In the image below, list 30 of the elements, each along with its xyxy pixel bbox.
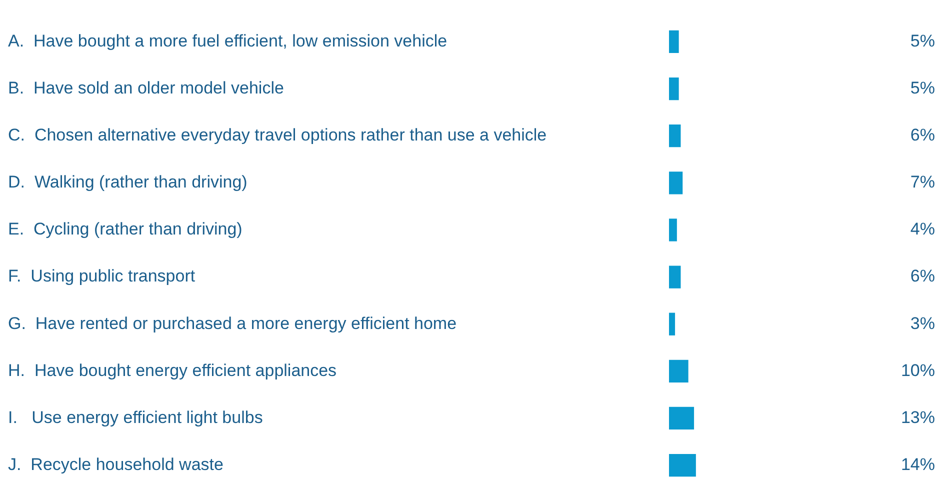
data-label: 14%	[900, 454, 935, 474]
data-label: 10%	[900, 360, 935, 380]
y-tick-label: B. Have sold an older model vehicle	[8, 78, 284, 98]
bar	[669, 360, 688, 382]
data-label: 6%	[910, 126, 935, 145]
data-label: 13%	[900, 408, 935, 427]
y-tick-label: I. Use energy efficient light bulbs	[8, 408, 263, 427]
y-tick-label: D. Walking (rather than driving)	[8, 172, 248, 192]
data-label: 6%	[910, 266, 935, 286]
bar	[669, 77, 679, 100]
y-tick-label: H. Have bought energy efficient appliances	[8, 360, 337, 380]
data-label: 7%	[910, 172, 935, 192]
bar	[669, 406, 694, 430]
data-label: 5%	[910, 31, 935, 50]
y-tick-label: G. Have rented or purchased a more energy efficient home	[8, 314, 457, 333]
data-label: 4%	[910, 220, 935, 239]
y-tick-label: E. Cycling (rather than driving)	[8, 220, 242, 239]
bar	[669, 312, 676, 336]
bar	[669, 172, 683, 194]
bar	[669, 124, 681, 148]
bar	[669, 266, 681, 288]
y-tick-label: C. Chosen alternative everyday travel options rather than use a vehicle	[8, 126, 547, 145]
data-label: 3%	[910, 314, 935, 333]
y-tick-label: F. Using public transport	[8, 266, 196, 286]
data-label: 5%	[910, 78, 935, 98]
y-tick-label: J. Recycle household waste	[8, 454, 224, 474]
bar	[669, 218, 677, 242]
y-tick-label: A. Have bought a more fuel efficient, low emission vehicle	[8, 31, 448, 50]
bar	[669, 454, 696, 477]
bar	[669, 30, 679, 54]
